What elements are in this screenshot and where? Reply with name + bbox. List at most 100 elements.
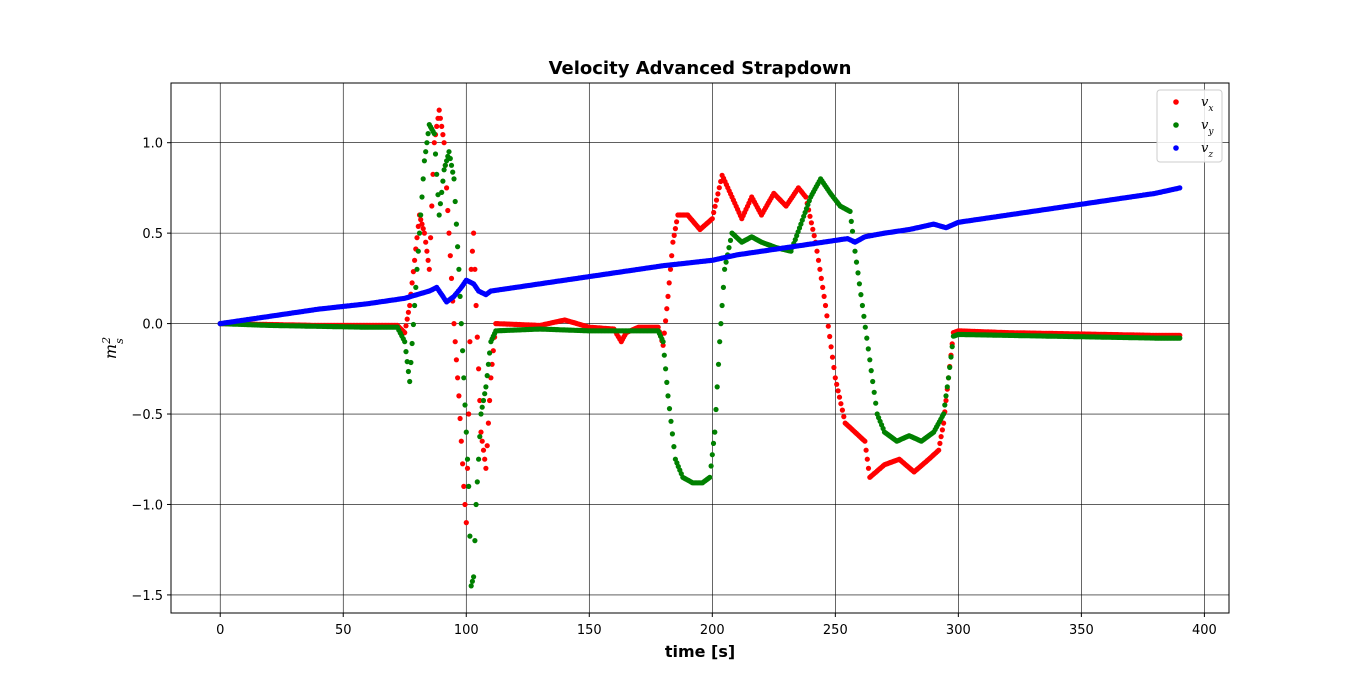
data-point: [409, 340, 415, 347]
data-point: [664, 379, 670, 385]
y-tick-label: 0.5: [142, 227, 163, 242]
data-point: [868, 368, 874, 374]
data-point: [428, 235, 434, 241]
data-point: [832, 375, 838, 381]
data-point: [464, 456, 471, 462]
legend-label-z: vz: [1201, 141, 1213, 160]
data-point: [483, 465, 489, 471]
data-point: [661, 330, 667, 336]
data-point: [437, 201, 443, 207]
data-point: [942, 402, 948, 408]
y-tick-label: −0.5: [131, 408, 163, 423]
data-point: [442, 162, 448, 168]
data-point: [713, 406, 719, 413]
data-point: [473, 501, 479, 508]
data-point: [441, 167, 447, 173]
data-point: [727, 237, 734, 243]
data-point: [864, 456, 870, 462]
data-point: [450, 169, 456, 175]
y-tick-label: 1.0: [142, 137, 163, 152]
data-point: [838, 401, 844, 407]
data-point: [847, 208, 853, 214]
data-point: [853, 259, 860, 265]
data-point: [463, 429, 469, 435]
data-point: [671, 232, 677, 238]
data-point: [720, 284, 727, 290]
data-point: [408, 359, 414, 366]
data-point: [432, 151, 439, 157]
data-point: [435, 192, 441, 198]
data-point: [839, 407, 846, 413]
data-point: [462, 501, 468, 508]
data-point: [792, 237, 798, 243]
data-point: [873, 400, 879, 406]
legend-label-y: vy: [1201, 118, 1214, 137]
grid-lines: [171, 83, 1229, 613]
data-point: [477, 397, 483, 404]
y-axis-label: m2s: [100, 337, 126, 359]
x-tick-label: 400: [1192, 623, 1217, 638]
data-point: [419, 221, 425, 227]
data-point: [423, 239, 429, 245]
data-point: [473, 302, 479, 309]
data-point: [861, 313, 867, 319]
data-point: [821, 293, 827, 299]
data-point: [415, 223, 421, 229]
data-point: [441, 140, 447, 146]
data-point: [484, 443, 490, 449]
data-point: [660, 339, 666, 345]
data-point: [796, 225, 803, 231]
data-point: [668, 418, 674, 424]
data-point: [715, 191, 721, 197]
data-point: [440, 178, 446, 184]
data-point: [453, 221, 459, 227]
data-point: [448, 162, 455, 168]
data-point: [453, 357, 459, 363]
data-point: [414, 266, 420, 272]
data-point: [466, 483, 472, 489]
data-point: [831, 364, 837, 371]
data-point: [480, 397, 487, 404]
data-point: [708, 463, 714, 469]
data-point: [466, 411, 472, 417]
x-axis-ticks: 0 50 100 150 200 250 300 350 400: [216, 613, 1217, 638]
data-point: [938, 434, 944, 440]
data-point: [487, 350, 493, 356]
data-point: [669, 253, 675, 259]
data-point: [817, 266, 823, 272]
data-point: [824, 313, 830, 319]
data-point: [487, 397, 493, 404]
data-point: [945, 375, 952, 381]
x-tick-label: 150: [577, 623, 602, 638]
data-point: [871, 389, 877, 395]
data-point: [718, 321, 724, 327]
data-point: [467, 533, 473, 539]
data-point: [476, 456, 482, 462]
data-point: [424, 248, 430, 254]
legend: vx vy vz: [1156, 89, 1223, 163]
data-point: [457, 293, 463, 299]
data-point: [818, 275, 824, 281]
data-point: [405, 368, 411, 375]
data-point: [808, 220, 815, 226]
data-point: [407, 302, 413, 309]
x-tick-label: 200: [700, 623, 725, 638]
data-point: [855, 270, 861, 276]
data-point: [666, 280, 672, 286]
data-point: [423, 149, 429, 155]
data-point: [474, 334, 480, 340]
data-point: [430, 171, 436, 177]
data-point: [482, 391, 488, 397]
series-vy-points: [217, 122, 1183, 589]
data-point: [414, 235, 420, 241]
data-point: [461, 375, 467, 381]
data-point: [666, 406, 673, 412]
data-point: [431, 140, 437, 146]
data-point: [434, 123, 440, 129]
data-point: [403, 349, 409, 355]
data-point: [418, 217, 424, 223]
data-point: [670, 239, 676, 245]
data-point: [412, 257, 418, 263]
data-point: [807, 213, 813, 219]
